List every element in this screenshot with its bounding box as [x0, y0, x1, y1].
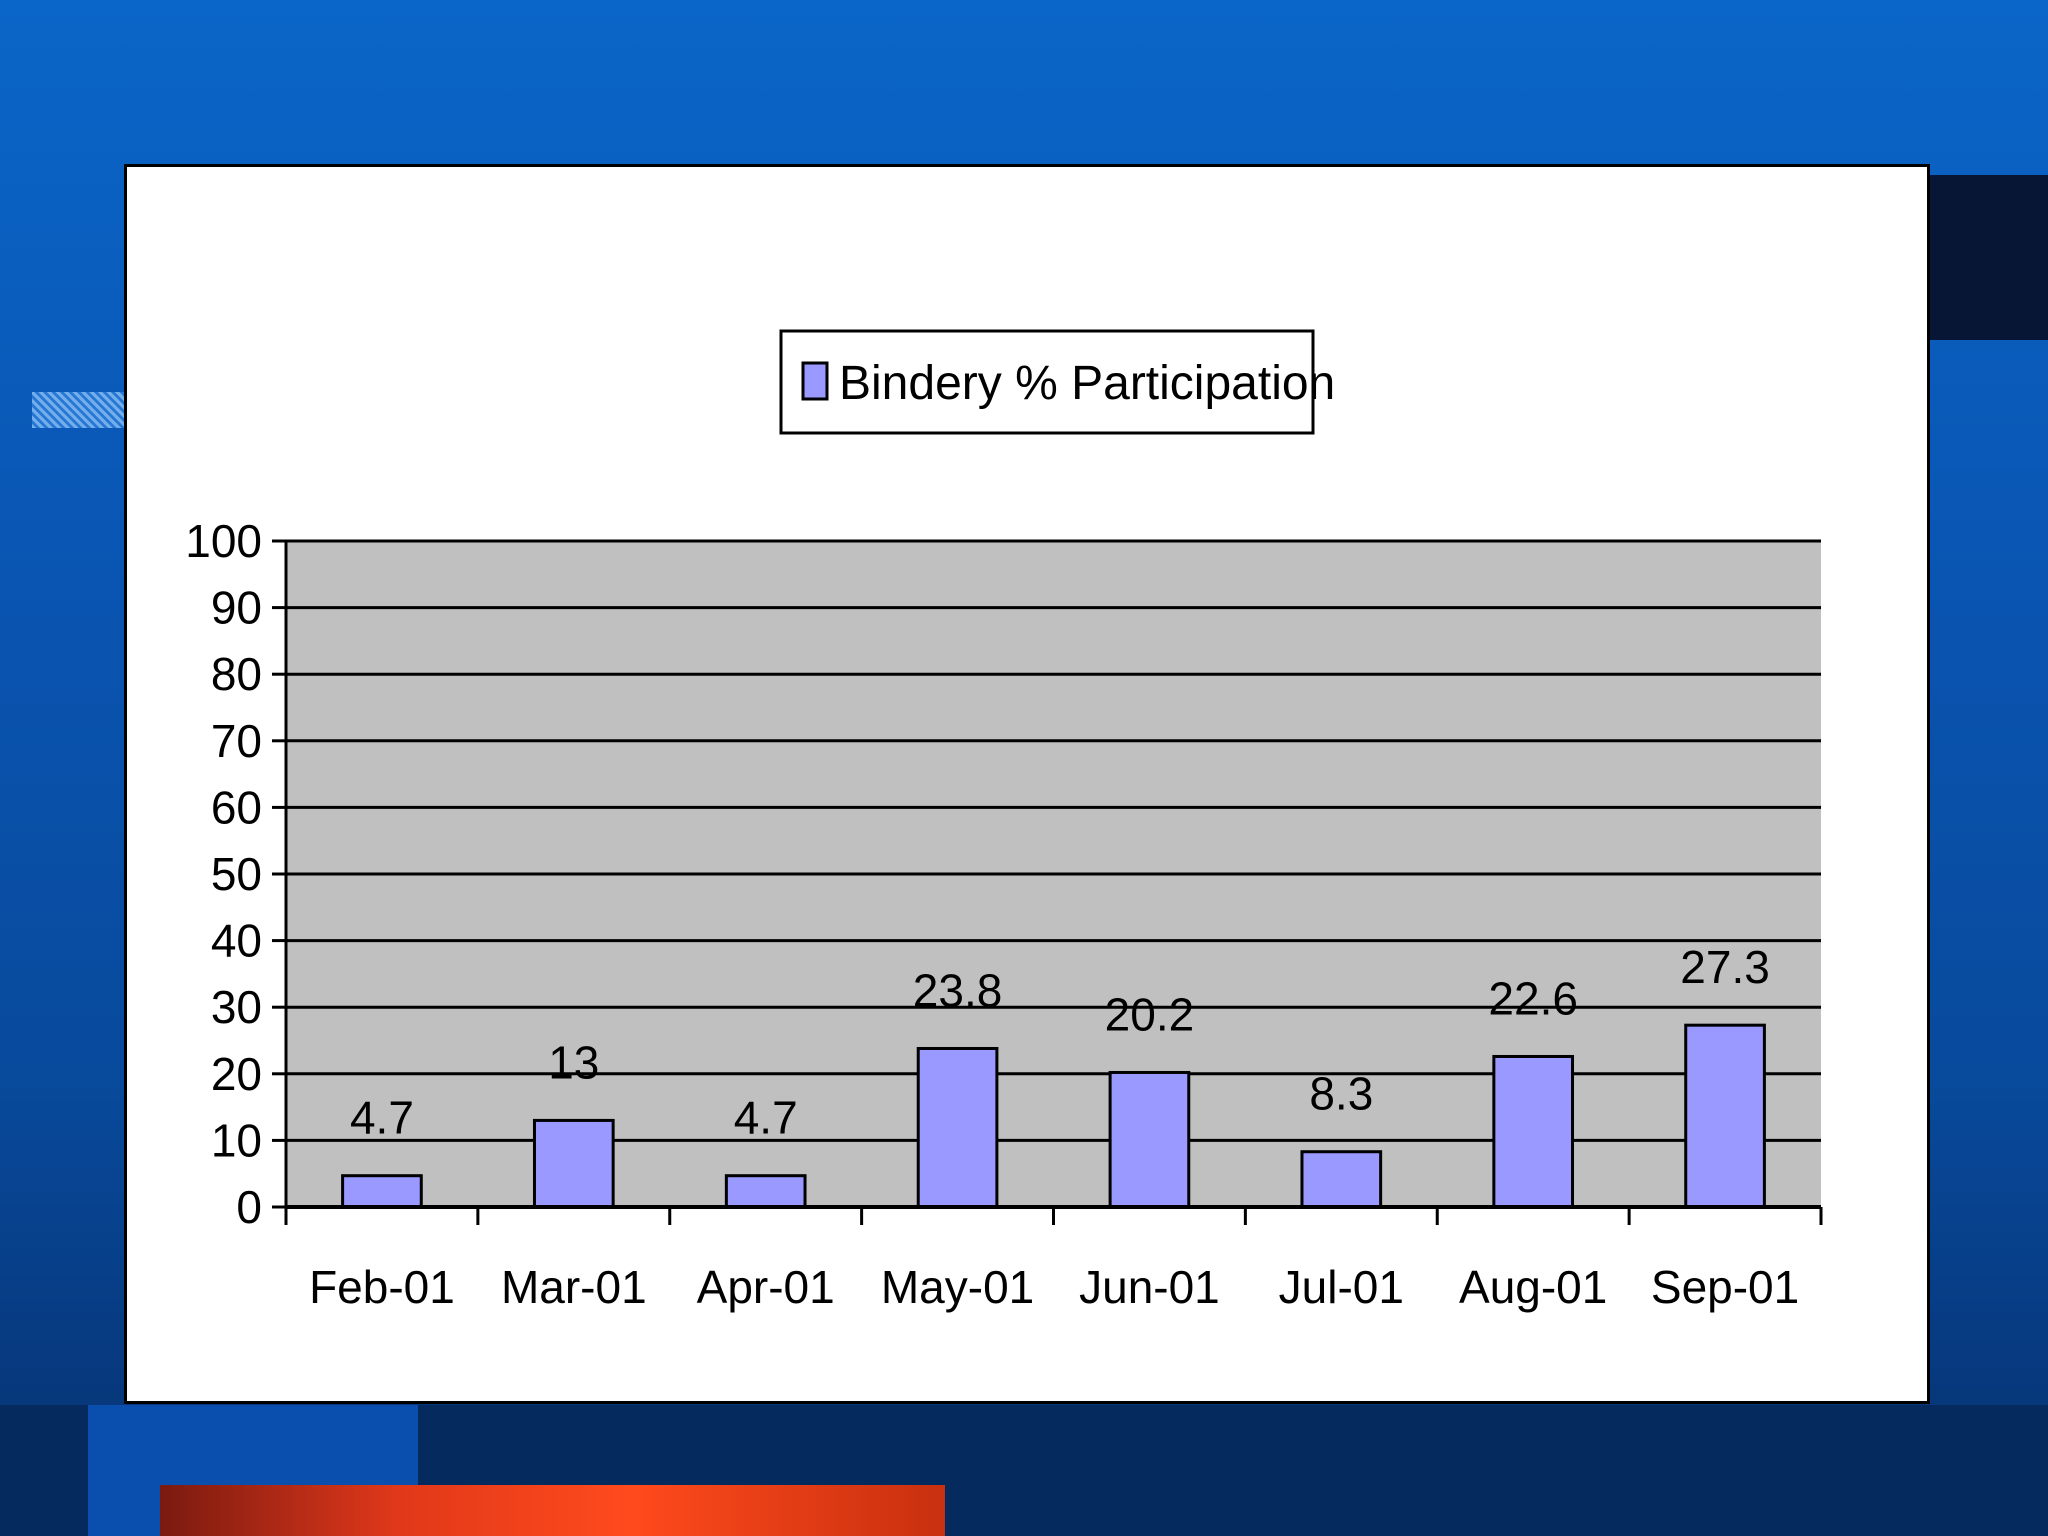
data-label: 8.3: [1309, 1068, 1373, 1120]
y-tick-label: 60: [211, 781, 262, 833]
y-tick-label: 90: [211, 582, 262, 634]
y-tick-label: 20: [211, 1048, 262, 1100]
bar: [1108, 1070, 1191, 1209]
bar: [1684, 1023, 1766, 1209]
decorative-red-bar: [160, 1485, 945, 1536]
bar: [1492, 1054, 1575, 1209]
data-label: 20.2: [1105, 988, 1195, 1040]
chart-card: Bindery % Participation 0 10 20 30 40 50 60 70 8…: [124, 164, 1930, 1404]
x-tick-label: Jul-01: [1279, 1261, 1404, 1313]
legend-label: Bindery % Participation: [839, 357, 1335, 410]
y-tick-label: 70: [211, 715, 262, 767]
legend-box: [779, 329, 1315, 435]
y-tick-label: 0: [236, 1181, 262, 1233]
x-tick-label: Jun-01: [1079, 1261, 1220, 1313]
y-tick-label: 30: [211, 981, 262, 1033]
y-tick-label: 80: [211, 648, 262, 700]
y-tick-label: 100: [185, 515, 262, 567]
bar: [1300, 1150, 1383, 1209]
bars: [341, 1023, 1766, 1209]
data-label: 4.7: [350, 1092, 414, 1144]
x-tick-label: May-01: [881, 1261, 1034, 1313]
bar: [724, 1174, 807, 1209]
bar-chart: Bindery % Participation 0 10 20 30 40 50 60 70 8…: [185, 329, 1823, 1313]
legend: Bindery % Participation: [779, 329, 1335, 435]
data-label: 22.6: [1488, 972, 1578, 1024]
data-label: 4.7: [734, 1092, 798, 1144]
decorative-dark-block: [1930, 175, 2048, 340]
data-label: 23.8: [913, 964, 1003, 1016]
x-tick-labels: Feb-01 Mar-01 Apr-01 May-01 Jun-01 Jul-01 Aug-…: [309, 1261, 1799, 1313]
decorative-hatch: [32, 392, 124, 428]
y-tick-label: 40: [211, 915, 262, 967]
legend-swatch: [801, 361, 829, 401]
x-tick-label: Mar-01: [501, 1261, 647, 1313]
x-tick-label: Sep-01: [1651, 1261, 1799, 1313]
y-tick-label: 10: [211, 1114, 262, 1166]
bar: [341, 1174, 423, 1209]
data-label: 13: [548, 1036, 599, 1088]
data-labels: 4.7 13 4.7 23.8 20.2 8.3 22.6 27.3: [350, 941, 1770, 1144]
bar: [532, 1118, 615, 1209]
bar: [916, 1046, 999, 1209]
x-tick-label: Apr-01: [697, 1261, 835, 1313]
y-tick-label: 50: [211, 848, 262, 900]
data-label: 27.3: [1680, 941, 1770, 993]
x-tick-label: Feb-01: [309, 1261, 455, 1313]
y-tick-labels: 0 10 20 30 40 50 60 70 80 90 100: [185, 515, 262, 1233]
x-tick-label: Aug-01: [1459, 1261, 1607, 1313]
axes: [272, 539, 1823, 1225]
